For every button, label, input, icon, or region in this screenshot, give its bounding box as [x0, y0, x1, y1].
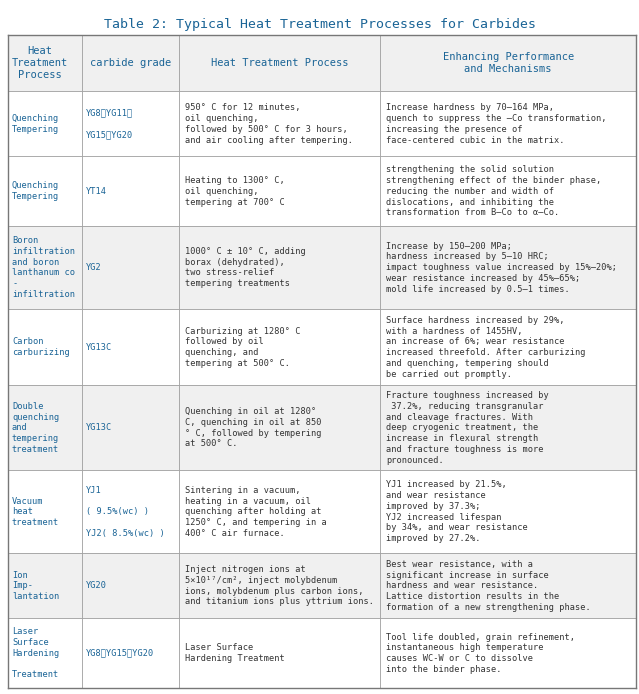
Text: Ion
Imp-
lantation: Ion Imp- lantation — [12, 570, 59, 601]
Bar — [380, 309, 636, 385]
Bar — [82, 35, 180, 92]
Bar — [82, 553, 180, 618]
Bar — [180, 471, 380, 553]
Text: YT14: YT14 — [86, 187, 107, 196]
Text: Sintering in a vacuum,
heating in a vacuum, oil
quenching after holding at
1250°: Sintering in a vacuum, heating in a vacu… — [185, 486, 327, 538]
Text: Increase hardness by 70–164 MPa,
quench to suppress the ―Co transformation,
incr: Increase hardness by 70–164 MPa, quench … — [387, 103, 607, 144]
Text: Fracture toughness increased by
 37.2%, reducing transgranular
and cleavage frac: Fracture toughness increased by 37.2%, r… — [387, 391, 549, 464]
Text: 950° C for 12 minutes,
oil quenching,
followed by 500° C for 3 hours,
and air co: 950° C for 12 minutes, oil quenching, fo… — [185, 103, 353, 144]
Bar — [180, 618, 380, 688]
Bar — [380, 226, 636, 309]
Bar — [380, 385, 636, 471]
Bar — [380, 156, 636, 226]
Text: Carbon
carburizing: Carbon carburizing — [12, 337, 70, 357]
Text: YG2: YG2 — [86, 263, 102, 272]
Bar — [180, 553, 380, 618]
Text: 1000° C ± 10° C, adding
borax (dehydrated),
two stress-relief
tempering treatmen: 1000° C ± 10° C, adding borax (dehydrate… — [185, 247, 306, 288]
Text: Laser
Surface
Hardening

Treatment: Laser Surface Hardening Treatment — [12, 627, 59, 679]
Text: Tool life doubled, grain refinement,
instantaneous high temperature
causes WC-W : Tool life doubled, grain refinement, ins… — [387, 632, 575, 674]
Text: Inject nitrogen ions at
5×10¹⁷/cm², inject molybdenum
ions, molybdenum plus carb: Inject nitrogen ions at 5×10¹⁷/cm², inje… — [185, 565, 374, 607]
Bar — [380, 35, 636, 92]
Text: Quenching in oil at 1280°
C, quenching in oil at 850
° C, followed by tempering
: Quenching in oil at 1280° C, quenching i… — [185, 407, 322, 448]
Bar — [180, 309, 380, 385]
Text: Enhancing Performance
and Mechanisms: Enhancing Performance and Mechanisms — [443, 52, 574, 74]
Bar — [380, 618, 636, 688]
Bar — [8, 92, 82, 156]
Bar — [180, 226, 380, 309]
Text: Quenching
Tempering: Quenching Tempering — [12, 114, 59, 134]
Text: YJ1

( 9.5%(wc) )

YJ2( 8.5%(wc) ): YJ1 ( 9.5%(wc) ) YJ2( 8.5%(wc) ) — [86, 486, 165, 538]
Text: YG8、YG11、

YG15、YG20: YG8、YG11、 YG15、YG20 — [86, 109, 134, 139]
Text: YG13C: YG13C — [86, 423, 112, 432]
Bar — [8, 618, 82, 688]
Text: Heat
Treatment
Process: Heat Treatment Process — [12, 46, 68, 81]
Text: Laser Surface
Hardening Treatment: Laser Surface Hardening Treatment — [185, 643, 285, 663]
Bar — [380, 553, 636, 618]
Text: Increase by 150–200 MPa;
hardness increased by 5–10 HRC;
impact toughness value : Increase by 150–200 MPa; hardness increa… — [387, 242, 617, 294]
Text: Boron
infiltration
and boron
lanthanum co
-
infiltration: Boron infiltration and boron lanthanum c… — [12, 236, 75, 299]
Bar — [82, 471, 180, 553]
Bar — [82, 156, 180, 226]
Text: strengthening the solid solution
strengthening effect of the binder phase,
reduc: strengthening the solid solution strengt… — [387, 165, 602, 217]
Text: Vacuum
heat
treatment: Vacuum heat treatment — [12, 497, 59, 527]
Bar — [8, 309, 82, 385]
Text: Best wear resistance, with a
significant increase in surface
hardness and wear r: Best wear resistance, with a significant… — [387, 560, 591, 612]
Text: Table 2: Typical Heat Treatment Processes for Carbides: Table 2: Typical Heat Treatment Processe… — [104, 18, 535, 31]
Bar — [8, 226, 82, 309]
Bar — [180, 385, 380, 471]
Bar — [82, 92, 180, 156]
Bar — [380, 471, 636, 553]
Text: Carburizing at 1280° C
followed by oil
quenching, and
tempering at 500° C.: Carburizing at 1280° C followed by oil q… — [185, 327, 301, 368]
Bar — [8, 471, 82, 553]
Bar — [8, 385, 82, 471]
Bar — [82, 618, 180, 688]
Bar — [8, 35, 82, 92]
Text: YG8、YG15、YG20: YG8、YG15、YG20 — [86, 649, 155, 658]
Text: Heating to 1300° C,
oil quenching,
tempering at 700° C: Heating to 1300° C, oil quenching, tempe… — [185, 176, 285, 207]
Text: YG20: YG20 — [86, 582, 107, 591]
Text: Quenching
Tempering: Quenching Tempering — [12, 181, 59, 201]
Bar — [180, 156, 380, 226]
Text: YJ1 increased by 21.5%,
and wear resistance
improved by 37.3%;
YJ2 increased lif: YJ1 increased by 21.5%, and wear resista… — [387, 480, 528, 543]
Text: Heat Treatment Process: Heat Treatment Process — [211, 58, 349, 68]
Bar — [380, 92, 636, 156]
Bar — [8, 553, 82, 618]
Text: YG13C: YG13C — [86, 343, 112, 352]
Text: Double
quenching
and
tempering
treatment: Double quenching and tempering treatment — [12, 402, 59, 454]
Bar — [180, 92, 380, 156]
Text: Surface hardness increased by 29%,
with a hardness of 1455HV,
an increase of 6%;: Surface hardness increased by 29%, with … — [387, 316, 586, 379]
Bar — [82, 385, 180, 471]
Text: carbide grade: carbide grade — [90, 58, 171, 68]
Bar — [82, 309, 180, 385]
Bar — [82, 226, 180, 309]
Bar — [8, 156, 82, 226]
Bar — [180, 35, 380, 92]
